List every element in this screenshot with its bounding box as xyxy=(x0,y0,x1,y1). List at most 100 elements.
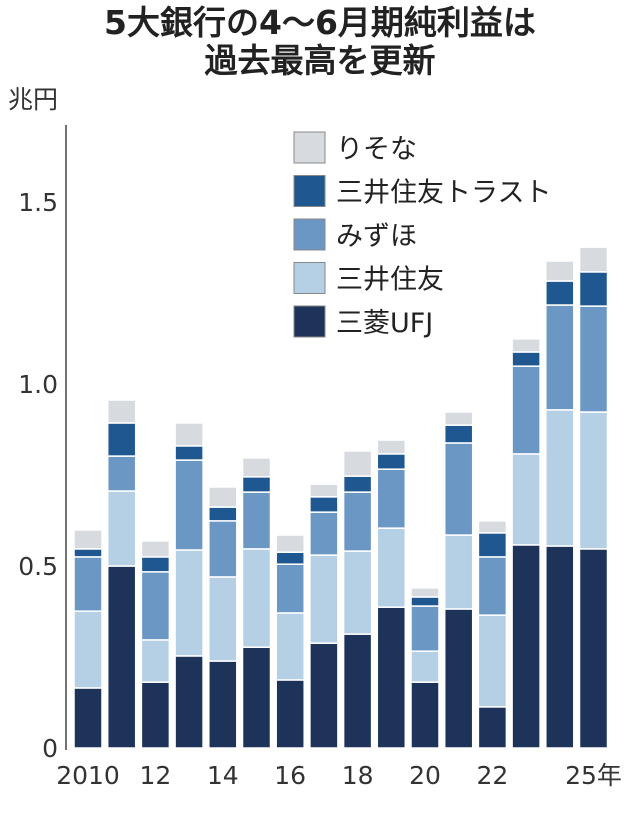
bar-segment-2017 xyxy=(309,642,339,749)
bar-segment-2010 xyxy=(73,556,103,612)
bar-segment-2019 xyxy=(376,453,407,470)
legend-label: りそな xyxy=(336,134,417,165)
bar-segment-2022 xyxy=(477,532,508,558)
bar-segment-2012 xyxy=(140,681,171,749)
bar-segment-2018 xyxy=(342,491,373,552)
legend-swatch xyxy=(293,131,326,164)
bar-segment-2021 xyxy=(443,424,474,444)
bar-segment-2016 xyxy=(275,679,305,749)
bar-segment-2012 xyxy=(140,639,171,683)
y-tick-label: 1.5 xyxy=(18,188,58,217)
bar-segment-2020 xyxy=(410,587,440,598)
bar-segment-2012 xyxy=(140,540,171,558)
y-tick-label: 1.0 xyxy=(18,370,58,399)
bar-segment-2025 xyxy=(578,411,609,550)
legend-label: 三井住友トラスト xyxy=(336,178,551,209)
bar-segment-2022 xyxy=(477,614,508,708)
bar-segment-2011 xyxy=(106,455,137,492)
chart-title-line-2: 過去最高を更新 xyxy=(204,41,436,80)
bar-segment-2025 xyxy=(578,548,609,749)
bar-segment-2010 xyxy=(73,687,103,749)
bar-segment-2016 xyxy=(275,612,305,681)
bar-segment-2019 xyxy=(376,439,407,455)
bar-segment-2019 xyxy=(376,527,407,608)
bar-segment-2010 xyxy=(73,529,103,550)
bar-segment-2020 xyxy=(410,605,440,652)
x-tick-label: 22 xyxy=(476,761,508,790)
x-tick-label: 2010 xyxy=(56,761,120,790)
legend-swatch xyxy=(293,175,326,207)
bar-segment-2018 xyxy=(342,475,373,493)
bar-segment-2023 xyxy=(511,544,541,749)
legend-swatch xyxy=(293,305,326,338)
bar-segment-2020 xyxy=(410,681,440,749)
bar-segment-2014 xyxy=(208,660,238,749)
legend-swatch xyxy=(293,218,326,251)
x-tick-label: 20 xyxy=(409,761,441,790)
bar-segment-2017 xyxy=(309,483,339,498)
bar-segment-2021 xyxy=(443,442,474,536)
bar-segment-2013 xyxy=(174,445,204,461)
bar-segment-2024 xyxy=(545,409,575,547)
bar-segment-2021 xyxy=(443,608,474,749)
bar-segment-2018 xyxy=(342,450,373,477)
legend-swatch xyxy=(293,262,326,294)
bar-segment-2023 xyxy=(511,365,541,455)
bar-segment-2022 xyxy=(477,556,508,616)
bar-segment-2016 xyxy=(275,563,305,614)
x-tick-label: 12 xyxy=(139,761,171,790)
bar-segment-2019 xyxy=(376,468,407,529)
bar-segment-2014 xyxy=(208,520,238,578)
bar-segment-2015 xyxy=(241,476,272,493)
bar-segment-2018 xyxy=(342,633,373,749)
bar-segment-2015 xyxy=(241,548,272,648)
bar-segment-2015 xyxy=(241,491,272,550)
y-tick-label: 0 xyxy=(42,734,58,763)
bar-segment-2013 xyxy=(174,549,204,657)
bar-segment-2021 xyxy=(443,534,474,610)
bar-segment-2022 xyxy=(477,520,508,534)
bar-segment-2017 xyxy=(309,511,339,556)
y-tick-label: 0.5 xyxy=(18,552,58,581)
bar-segment-2016 xyxy=(275,534,305,553)
bar-segment-2014 xyxy=(208,576,238,662)
bar-segment-2014 xyxy=(208,486,238,508)
bar-segment-2013 xyxy=(174,655,204,749)
bar-segment-2024 xyxy=(545,545,575,749)
bar-segment-2014 xyxy=(208,506,238,522)
bar-segment-2012 xyxy=(140,571,171,641)
bar-segment-2016 xyxy=(275,551,305,565)
bar-segment-2017 xyxy=(309,554,339,644)
legend-label: みずほ xyxy=(336,221,417,252)
bar-segment-2010 xyxy=(73,610,103,689)
bar-segment-2021 xyxy=(443,411,474,426)
bar-segment-2024 xyxy=(545,304,575,411)
bar-segment-2023 xyxy=(511,453,541,546)
bar-segment-2011 xyxy=(106,399,137,424)
bar-segment-2018 xyxy=(342,550,373,635)
bar-segment-2020 xyxy=(410,650,440,683)
bar-segment-2023 xyxy=(511,338,541,353)
bar-segment-2022 xyxy=(477,706,508,749)
x-tick-label: 18 xyxy=(342,761,374,790)
bar-segment-2019 xyxy=(376,606,407,749)
legend-label: 三菱UFJ xyxy=(336,308,433,339)
bar-segment-2020 xyxy=(410,596,440,607)
chart-title-line-1: 5大銀行の4～6月期純利益は xyxy=(104,3,536,42)
bar-segment-2013 xyxy=(174,459,204,551)
bar-segment-2011 xyxy=(106,490,137,567)
bar-segment-2024 xyxy=(545,260,575,282)
x-tick-label: 16 xyxy=(274,761,306,790)
bar-segment-2015 xyxy=(241,457,272,478)
bar-segment-2023 xyxy=(511,351,541,367)
x-tick-label: 25年 xyxy=(565,761,622,790)
legend-label: 三井住友 xyxy=(336,265,444,296)
bar-segment-2025 xyxy=(578,305,609,413)
bar-segment-2017 xyxy=(309,496,339,513)
bar-segment-2025 xyxy=(578,246,609,273)
bar-segment-2015 xyxy=(241,646,272,749)
bar-segment-2011 xyxy=(106,422,137,457)
bar-segment-2025 xyxy=(578,271,609,307)
bar-segment-2010 xyxy=(73,548,103,558)
